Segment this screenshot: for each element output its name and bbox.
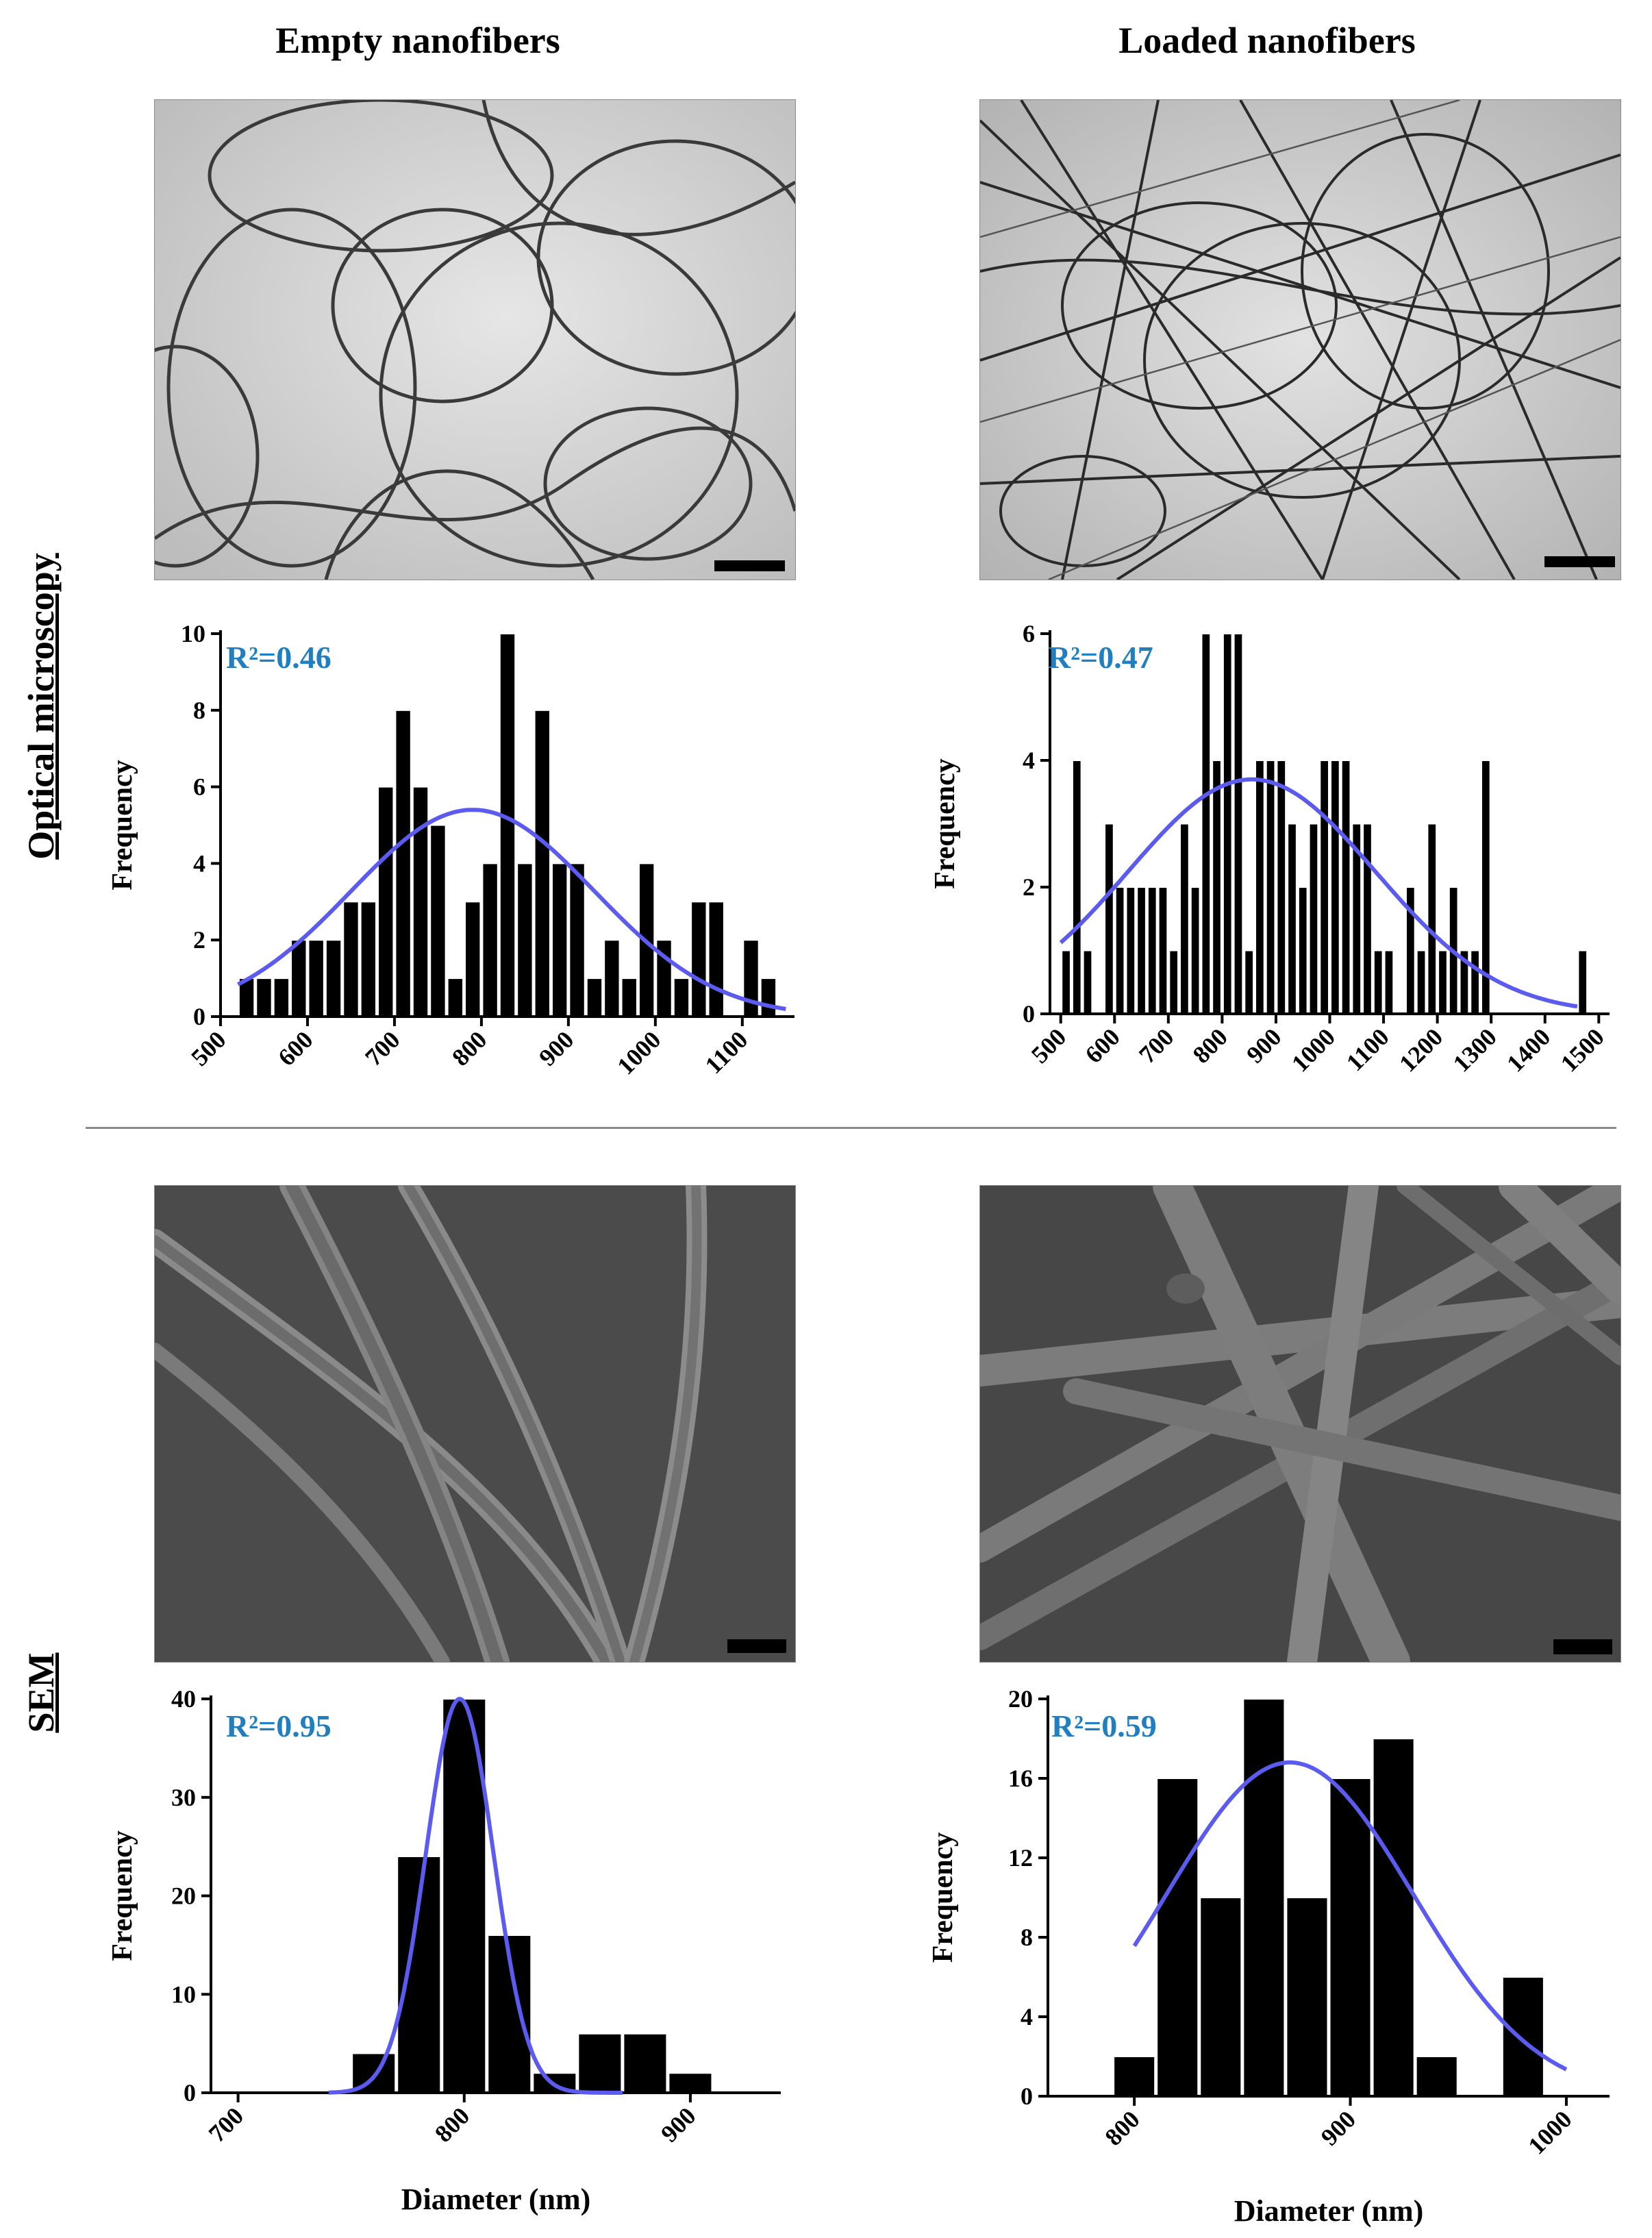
y-tick-label: 4 — [193, 849, 205, 877]
histogram-optical-loaded: 0 2 4 6 500 600 700 800 900 1000 1100 1200 1300 1400 1… — [929, 620, 1610, 1078]
r-squared-label: R²=0.47 — [1048, 640, 1153, 675]
x-tick-label: 1000 — [1523, 2105, 1577, 2159]
y-axis-label: Frequency — [107, 1830, 138, 1961]
histogram-bar — [1286, 1897, 1329, 2097]
y-tick-label: 40 — [171, 1685, 196, 1713]
x-tick-label: 800 — [1099, 2105, 1144, 2150]
y-axis-label: Frequency — [107, 760, 138, 891]
y-tick-label: 12 — [1008, 1844, 1033, 1872]
x-tick-label: 900 — [1316, 2105, 1361, 2150]
x-axis-label: Diameter (nm) — [1234, 2194, 1424, 2228]
y-tick-label: 0 — [193, 1003, 205, 1030]
gaussian-fit-line — [1059, 777, 1578, 1009]
sem-empty-axes — [210, 1695, 781, 2094]
sem-loaded-axes — [1047, 1695, 1610, 2098]
histogram-bar — [1199, 1897, 1242, 2097]
r-squared-label: R²=0.95 — [226, 1708, 331, 1743]
y-tick-label: 0 — [1023, 1000, 1035, 1028]
histogram-sem-empty: 0 10 20 30 40 700 800 900 R²=0.95 Frequency Diamet… — [0, 0, 822, 2238]
histogram-bar — [1372, 1738, 1415, 2097]
histogram-optical-empty: 0 2 4 6 8 10 500 600 700 800 900 1000 1100 R²=0.46 Fre… — [0, 0, 822, 1120]
column-title-empty: Empty nanofibers — [275, 20, 560, 61]
r-squared-label: R²=0.59 — [1051, 1708, 1157, 1743]
y-tick-label: 20 — [171, 1882, 196, 1910]
histogram-bar — [1156, 1778, 1199, 2097]
y-tick-label: 8 — [193, 697, 205, 724]
scale-bar-sem-loaded — [1553, 1639, 1612, 1654]
om-empty-axes — [219, 630, 794, 1018]
scale-bar-optical-loaded — [1544, 556, 1615, 567]
column-title-loaded: Loaded nanofibers — [1118, 20, 1416, 61]
y-tick-label: 4 — [1021, 2003, 1033, 2030]
gaussian-fit-line — [1132, 1760, 1568, 2072]
y-tick-label: 2 — [1023, 873, 1035, 901]
y-tick-label: 10 — [181, 620, 205, 647]
sem-loaded-plot: 0 4 8 12 16 20 800 900 1000 R²=0.59 Frequency Diame… — [927, 1685, 1610, 2228]
y-tick-label: 20 — [1008, 1685, 1033, 1713]
histogram-bar — [623, 2032, 668, 2093]
y-tick-label: 30 — [171, 1784, 196, 1811]
histogram-bar — [1415, 2056, 1458, 2097]
y-axis-label: Frequency — [927, 1832, 959, 1963]
section-divider — [86, 1127, 1616, 1129]
histogram-bar — [668, 2072, 713, 2093]
r-squared-label: R²=0.46 — [226, 640, 331, 675]
optical-image-loaded — [979, 99, 1621, 580]
y-tick-label: 10 — [171, 1980, 196, 2008]
y-tick-label: 6 — [1023, 620, 1035, 647]
histogram-bar — [577, 2032, 623, 2093]
y-tick-label: 0 — [1021, 2082, 1033, 2110]
histogram-bar — [1242, 1698, 1286, 2097]
y-tick-label: 0 — [184, 2079, 196, 2106]
y-axis-label: Frequency — [929, 758, 961, 889]
y-tick-label: 8 — [1021, 1924, 1033, 1951]
y-tick-label: 2 — [193, 926, 205, 954]
sem-image-loaded — [979, 1185, 1621, 1663]
optical-image-empty — [154, 99, 796, 580]
y-tick-label: 16 — [1008, 1765, 1033, 1792]
histogram-bar — [1329, 1778, 1372, 2097]
gaussian-fit-line — [328, 1697, 623, 2095]
y-tick-label: 6 — [193, 773, 205, 801]
sem-image-empty — [154, 1185, 796, 1663]
histogram-bar — [1501, 1976, 1544, 2097]
y-tick-label: 4 — [1023, 747, 1035, 774]
gaussian-fit-line — [237, 808, 786, 1011]
histogram-bar — [1113, 2056, 1156, 2097]
scale-bar-optical-empty — [714, 560, 785, 571]
x-axis-label: Diameter (nm) — [401, 2183, 591, 2216]
scale-bar-sem-empty — [727, 1639, 786, 1653]
